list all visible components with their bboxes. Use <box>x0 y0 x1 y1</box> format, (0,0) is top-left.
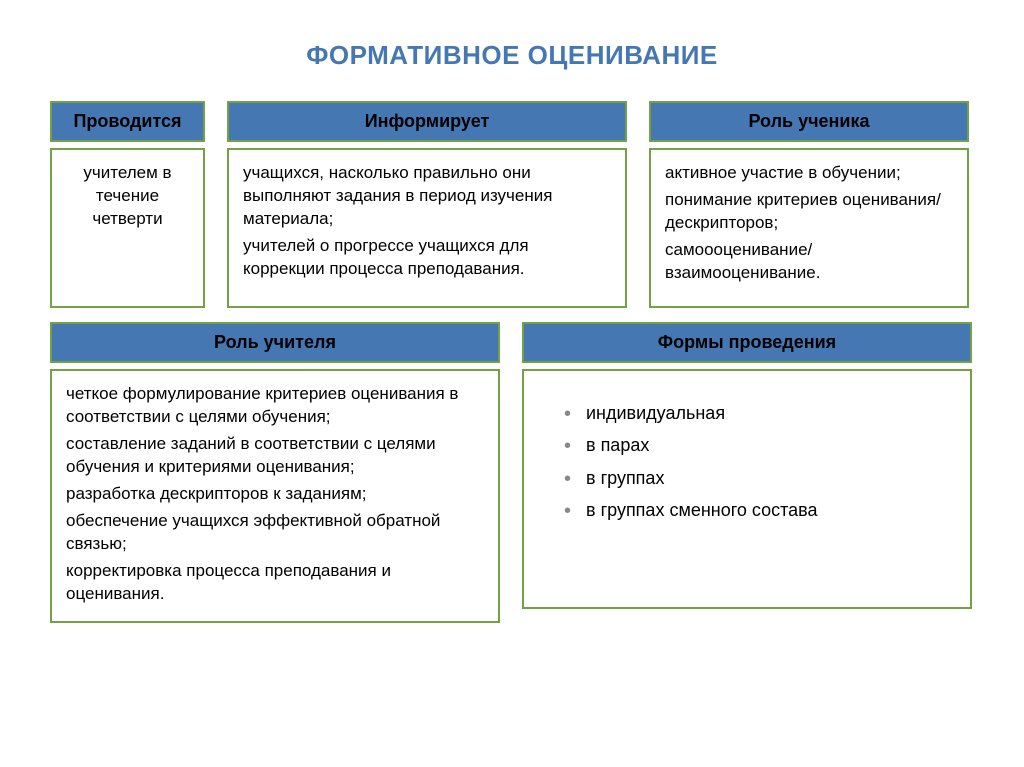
text-line: учителей о прогрессе учащихся для коррек… <box>243 235 611 281</box>
text-line: разработка дескрипторов к заданиям; <box>66 483 484 506</box>
text-line: самоооценивание/ взаимооценивание. <box>665 239 953 285</box>
block-informiruet: Информирует учащихся, насколько правильн… <box>227 101 627 308</box>
content-informiruet: учащихся, насколько правильно они выполн… <box>227 148 627 308</box>
text-line: корректировка процесса преподавания и оц… <box>66 560 484 606</box>
forms-list: индивидуальная в парах в группах в групп… <box>564 401 930 522</box>
block-formy-provedeniya: Формы проведения индивидуальная в парах … <box>522 322 972 623</box>
list-item: в парах <box>564 433 930 457</box>
page-title: ФОРМАТИВНОЕ ОЦЕНИВАНИЕ <box>50 40 974 71</box>
header-rol-uchitelya: Роль учителя <box>50 322 500 363</box>
top-row: Проводится учителем в течение четверти И… <box>50 101 974 308</box>
text-line: понимание критериев оценивания/ дескрипт… <box>665 189 953 235</box>
text-line: четкое формулирование критериев оцениван… <box>66 383 484 429</box>
block-rol-uchenika: Роль ученика активное участие в обучении… <box>649 101 969 308</box>
list-item: в группах сменного состава <box>564 498 930 522</box>
content-provoditsya: учителем в течение четверти <box>50 148 205 308</box>
text-line: активное участие в обучении; <box>665 162 953 185</box>
content-rol-uchenika: активное участие в обучении; понимание к… <box>649 148 969 308</box>
header-rol-uchenika: Роль ученика <box>649 101 969 142</box>
block-rol-uchitelya: Роль учителя четкое формулирование крите… <box>50 322 500 623</box>
text-line: составление заданий в соответствии с цел… <box>66 433 484 479</box>
text-line: обеспечение учащихся эффективной обратно… <box>66 510 484 556</box>
list-item: индивидуальная <box>564 401 930 425</box>
content-rol-uchitelya: четкое формулирование критериев оцениван… <box>50 369 500 623</box>
text-line: учителем в течение четверти <box>66 162 189 231</box>
list-item: в группах <box>564 466 930 490</box>
bottom-row: Роль учителя четкое формулирование крите… <box>50 322 974 623</box>
content-formy-provedeniya: индивидуальная в парах в группах в групп… <box>522 369 972 609</box>
block-provoditsya: Проводится учителем в течение четверти <box>50 101 205 308</box>
header-informiruet: Информирует <box>227 101 627 142</box>
text-line: учащихся, насколько правильно они выполн… <box>243 162 611 231</box>
header-formy-provedeniya: Формы проведения <box>522 322 972 363</box>
header-provoditsya: Проводится <box>50 101 205 142</box>
